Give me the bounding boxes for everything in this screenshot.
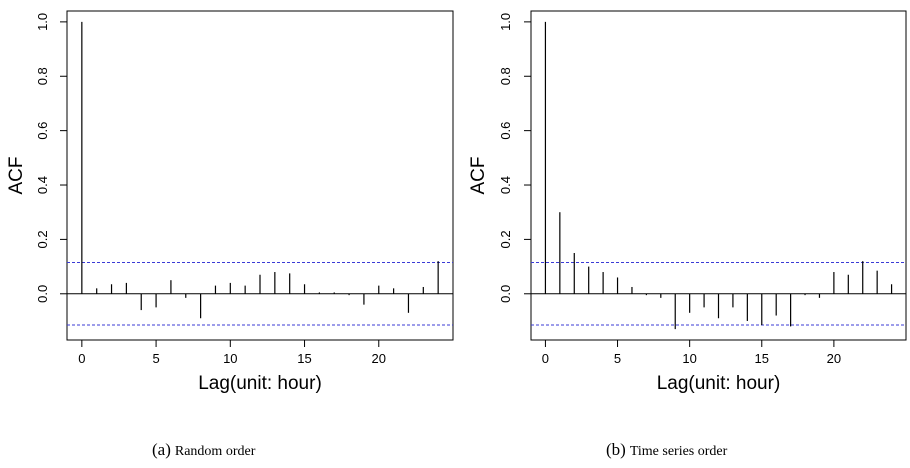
x-tick-label: 20: [827, 351, 841, 366]
caption-a-text: Random order: [174, 444, 256, 459]
y-axis-title: ACF: [468, 157, 489, 195]
acf-panel-a: 0 5 10 15 20 0.0 0.2 0.4 0.6 0.8 1.0 Lag(unit: hour…: [6, 10, 454, 394]
plot-frame: [66, 10, 454, 341]
x-tick-label: 10: [682, 351, 696, 366]
y-axis-title: ACF: [6, 157, 27, 195]
acf-panel-b: 0 5 10 15 20 0.0 0.2 0.4 0.6 0.8 1.0 Lag(unit: hour…: [468, 10, 907, 394]
y-tick-label: 0.0: [35, 285, 50, 303]
y-tick-label: 1.0: [498, 13, 513, 31]
x-tick-label: 10: [223, 351, 237, 366]
x-tick-label: 15: [755, 351, 769, 366]
y-tick-label: 0.4: [35, 176, 50, 194]
y-tick-label: 0.6: [498, 122, 513, 140]
caption-b: (b) Time series order: [606, 440, 727, 460]
caption-a-letter: (a): [152, 440, 171, 459]
y-tick-label: 0.2: [35, 230, 50, 248]
y-tick-label: 0.8: [498, 67, 513, 85]
y-tick-label: 0.6: [35, 122, 50, 140]
x-tick-label: 5: [614, 351, 621, 366]
y-tick-label: 0.4: [498, 176, 513, 194]
x-axis-title: Lag(unit: hour): [657, 373, 781, 394]
y-tick-label: 0.2: [498, 230, 513, 248]
caption-b-letter: (b): [606, 440, 626, 459]
caption-b-text: Time series order: [629, 444, 728, 459]
x-tick-label: 20: [372, 351, 386, 366]
y-tick-label: 1.0: [35, 13, 50, 31]
plot-frame: [530, 10, 907, 341]
caption-a: (a) Random order: [152, 440, 255, 460]
y-tick-label: 0.0: [498, 285, 513, 303]
x-tick-label: 5: [152, 351, 159, 366]
y-tick-label: 0.8: [35, 67, 50, 85]
x-tick-label: 0: [542, 351, 549, 366]
x-tick-label: 15: [297, 351, 311, 366]
x-tick-label: 0: [78, 351, 85, 366]
x-axis-title: Lag(unit: hour): [198, 373, 322, 394]
